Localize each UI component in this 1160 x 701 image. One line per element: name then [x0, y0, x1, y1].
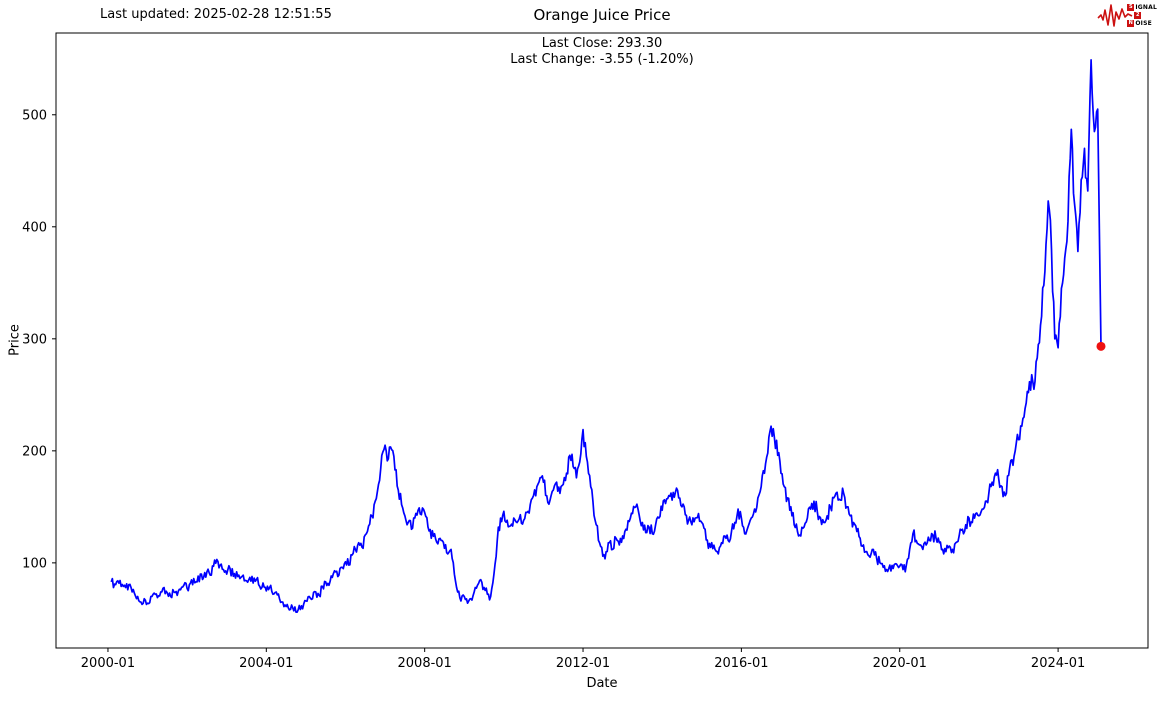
y-tick-label: 200: [22, 444, 47, 459]
y-tick-label: 500: [22, 108, 47, 123]
last-close-marker: [1096, 341, 1106, 351]
logo-line-signal: S IGNAL: [1127, 3, 1157, 11]
x-tick-label: 2012-01: [556, 656, 610, 671]
x-tick-label: 2024-01: [1031, 656, 1085, 671]
x-tick-label: 2020-01: [873, 656, 927, 671]
logo-oise-text: OISE: [1135, 19, 1152, 27]
logo-2-badge: 2: [1134, 11, 1142, 19]
x-tick-label: 2008-01: [398, 656, 452, 671]
last-updated-label: Last updated: 2025-02-28 12:51:55: [100, 7, 332, 22]
logo-line-noise: N OISE: [1127, 19, 1157, 27]
logo-n-badge: N: [1127, 19, 1135, 27]
x-axis-label: Date: [586, 676, 618, 691]
heartbeat-waveform-icon: [1097, 4, 1133, 27]
logo-text: S IGNAL 2 N OISE: [1127, 3, 1157, 27]
price-line: [110, 59, 1102, 614]
last-close-label: Last Close: 293.30: [541, 36, 663, 51]
last-change-label: Last Change: -3.55 (-1.20%): [510, 52, 694, 67]
plot-border: [55, 32, 1149, 649]
x-tick-label: 2004-01: [239, 656, 293, 671]
y-tick-label: 400: [22, 220, 47, 235]
y-tick-label: 100: [22, 556, 47, 571]
x-tick-label: 2016-01: [714, 656, 768, 671]
y-axis-label: Price: [7, 324, 23, 356]
logo-s-badge: S: [1127, 3, 1135, 11]
logo-line-two: 2: [1127, 11, 1157, 19]
page-title: Orange Juice Price: [533, 6, 671, 24]
y-tick-label: 300: [22, 332, 47, 347]
x-tick-label: 2000-01: [81, 656, 135, 671]
signal2noise-logo: S IGNAL 2 N OISE: [1097, 2, 1157, 28]
logo-ignal-text: IGNAL: [1135, 3, 1157, 11]
